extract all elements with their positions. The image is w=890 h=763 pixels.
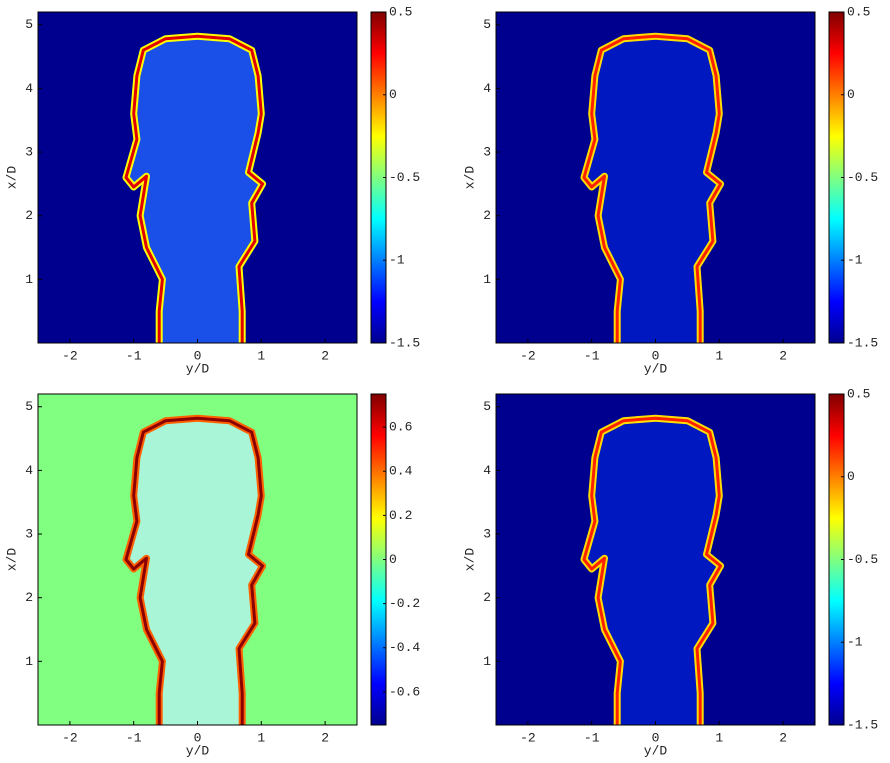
plume-edge bbox=[124, 34, 265, 343]
x-tick-label: 1 bbox=[257, 348, 265, 363]
x-tick-label: -1 bbox=[584, 348, 600, 363]
colorbar-tick-label: 0.5 bbox=[389, 4, 412, 19]
y-tick-label: 2 bbox=[483, 208, 491, 223]
colorbar-tick-label: 0.6 bbox=[389, 420, 412, 435]
x-tick-label: -1 bbox=[126, 730, 142, 745]
colorbar-tick-label: 0 bbox=[389, 87, 397, 102]
x-tick-label: 1 bbox=[257, 730, 265, 745]
x-tick-label: 2 bbox=[779, 730, 787, 745]
colorbar-tick-label: -1.5 bbox=[847, 717, 878, 732]
x-tick-label: -1 bbox=[126, 348, 142, 363]
plume-edge bbox=[124, 416, 265, 725]
x-tick-label: 0 bbox=[652, 730, 660, 745]
y-tick-label: 1 bbox=[483, 654, 491, 669]
y-tick-label: 3 bbox=[25, 526, 33, 541]
x-tick-label: 2 bbox=[321, 348, 329, 363]
y-tick-label: 1 bbox=[25, 654, 33, 669]
colorbar-tick-label: 0.5 bbox=[847, 4, 870, 19]
x-tick-label: 1 bbox=[715, 730, 723, 745]
x-tick-label: 0 bbox=[194, 730, 202, 745]
x-axis-label: y/D bbox=[644, 361, 668, 376]
x-tick-label: 2 bbox=[321, 730, 329, 745]
colorbar-tick-label: -1.5 bbox=[847, 335, 878, 350]
y-tick-label: 2 bbox=[25, 590, 33, 605]
x-axis-label: y/D bbox=[186, 743, 210, 758]
x-tick-label: 1 bbox=[715, 348, 723, 363]
y-tick-label: 2 bbox=[483, 590, 491, 605]
colorbar-tick-label: 0 bbox=[847, 87, 855, 102]
y-tick-label: 4 bbox=[25, 463, 33, 478]
x-tick-label: -2 bbox=[62, 730, 78, 745]
y-tick-label: 2 bbox=[25, 208, 33, 223]
y-axis-label: x/D bbox=[4, 166, 19, 190]
colorbar-tick-label: -0.5 bbox=[389, 170, 420, 185]
colorbar-tick-label: 0 bbox=[847, 469, 855, 484]
plume-edge bbox=[582, 416, 723, 725]
y-tick-label: 5 bbox=[483, 399, 491, 414]
y-axis-label: x/D bbox=[4, 548, 19, 572]
x-axis-label: y/D bbox=[644, 743, 668, 758]
x-tick-label: 0 bbox=[194, 348, 202, 363]
y-tick-label: 5 bbox=[25, 399, 33, 414]
x-tick-label: -1 bbox=[584, 730, 600, 745]
colorbar-tick-label: -0.5 bbox=[847, 170, 878, 185]
y-tick-label: 1 bbox=[25, 272, 33, 287]
colorbar-tick-label: -1.5 bbox=[389, 335, 420, 350]
y-tick-label: 4 bbox=[483, 463, 491, 478]
y-tick-label: 3 bbox=[25, 144, 33, 159]
colorbar-tick-label: 0.2 bbox=[389, 508, 412, 523]
colorbar-tick-label: -1 bbox=[389, 253, 405, 268]
colorbar-tick-label: 0 bbox=[389, 552, 397, 567]
y-axis-label: x/D bbox=[462, 166, 477, 190]
y-tick-label: 3 bbox=[483, 526, 491, 541]
y-tick-label: 1 bbox=[483, 272, 491, 287]
colorbar-tick-label: -0.2 bbox=[389, 596, 420, 611]
y-axis-label: x/D bbox=[462, 548, 477, 572]
y-tick-label: 5 bbox=[483, 17, 491, 32]
colorbar-tick-label: -1 bbox=[847, 635, 863, 650]
y-tick-label: 3 bbox=[483, 144, 491, 159]
x-tick-label: -2 bbox=[520, 730, 536, 745]
colorbar-tick-label: 0.4 bbox=[389, 464, 413, 479]
y-tick-label: 4 bbox=[483, 81, 491, 96]
colorbar-tick-label: 0.5 bbox=[847, 386, 870, 401]
colorbar-tick-label: -0.4 bbox=[389, 640, 420, 655]
x-tick-label: 0 bbox=[652, 348, 660, 363]
colorbar-tick-label: -0.6 bbox=[389, 684, 420, 699]
plume-edge bbox=[582, 34, 723, 343]
colorbar-tick-label: -0.5 bbox=[847, 552, 878, 567]
y-tick-label: 5 bbox=[25, 17, 33, 32]
x-tick-label: -2 bbox=[62, 348, 78, 363]
y-tick-label: 4 bbox=[25, 81, 33, 96]
colorbar-tick-label: -1 bbox=[847, 253, 863, 268]
x-tick-label: -2 bbox=[520, 348, 536, 363]
x-tick-label: 2 bbox=[779, 348, 787, 363]
x-axis-label: y/D bbox=[186, 361, 210, 376]
